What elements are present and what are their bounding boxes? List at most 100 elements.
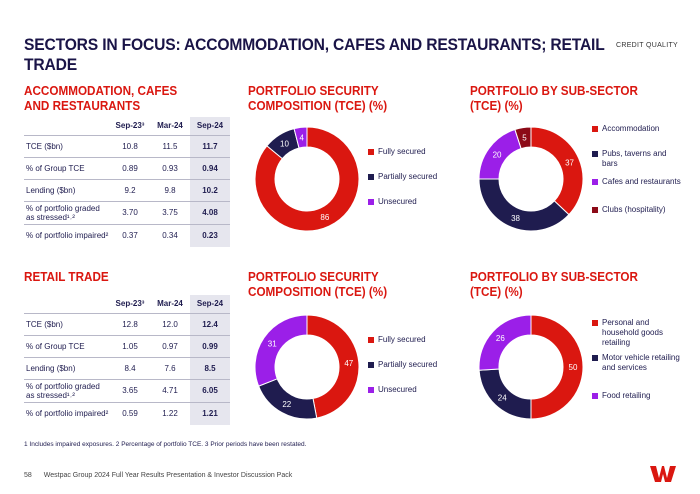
row-label: % of portfolio impaired² bbox=[24, 223, 110, 247]
donut-slice bbox=[478, 314, 532, 371]
footer: 58 Westpac Group 2024 Full Year Results … bbox=[24, 472, 292, 479]
table-cell: 1.22 bbox=[150, 401, 190, 425]
legend-swatch bbox=[368, 149, 374, 155]
table-cell: 9.2 bbox=[110, 178, 150, 201]
row-label: TCE ($bn) bbox=[24, 134, 110, 157]
legend-swatch bbox=[592, 126, 598, 132]
table-row: % of portfolio graded as stressed¹˒² 3.70… bbox=[24, 200, 230, 224]
legend-label: Fully secured bbox=[378, 147, 426, 156]
page-number: 58 bbox=[24, 472, 32, 479]
chart-title: PORTFOLIO BY SUB-SECTOR (TCE) (%) bbox=[470, 269, 638, 299]
donut-slice bbox=[293, 126, 308, 149]
legend-swatch bbox=[368, 337, 374, 343]
legend-label: Fully secured bbox=[378, 335, 426, 344]
table-cell: 6.05 bbox=[190, 378, 230, 402]
slice-label: 5 bbox=[522, 134, 527, 143]
table-cell: 0.34 bbox=[150, 223, 190, 247]
legend-label: Partially secured bbox=[378, 172, 438, 181]
slice-label: 10 bbox=[280, 140, 289, 149]
table-cell: 0.99 bbox=[190, 334, 230, 357]
table-cell: 3.70 bbox=[110, 200, 150, 224]
retail-table: Sep-23³ Mar-24 Sep-24 TCE ($bn) 12.8 12.0 1… bbox=[24, 295, 230, 425]
row-label: % of Group TCE bbox=[24, 156, 110, 179]
donut-slice bbox=[254, 126, 360, 232]
table-row: % of Group TCE 0.89 0.93 0.94 bbox=[24, 156, 230, 179]
legend-label: Food retailing bbox=[602, 391, 651, 400]
table-row: Lending ($bn) 8.4 7.6 8.5 bbox=[24, 356, 230, 379]
legend-swatch bbox=[368, 174, 374, 180]
table-cell: 0.93 bbox=[150, 156, 190, 179]
footnote: 1 Includes impaired exposures. 2 Percent… bbox=[24, 441, 307, 448]
table-row: % of portfolio graded as stressed¹˒² 3.65… bbox=[24, 378, 230, 402]
slice-label: 47 bbox=[344, 359, 353, 368]
table-cell: 0.23 bbox=[190, 223, 230, 247]
table-row: % of Group TCE 1.05 0.97 0.99 bbox=[24, 334, 230, 357]
table-header: Sep-24 bbox=[190, 295, 230, 313]
table-cell: 10.8 bbox=[110, 134, 150, 157]
table-header: Sep-23³ bbox=[115, 299, 145, 309]
table-cell: 4.71 bbox=[150, 378, 190, 402]
table-cell: 0.89 bbox=[110, 156, 150, 179]
table-cell: 0.37 bbox=[110, 223, 150, 247]
table-cell: 10.2 bbox=[190, 178, 230, 201]
slice-label: 37 bbox=[565, 158, 574, 167]
slice-label: 50 bbox=[569, 363, 578, 372]
legend-swatch bbox=[368, 199, 374, 205]
row-label: % of Group TCE bbox=[24, 334, 110, 357]
donut-slice bbox=[306, 314, 360, 419]
table-cell: 8.5 bbox=[190, 356, 230, 379]
table-cell: 3.65 bbox=[110, 378, 150, 402]
donut-slice bbox=[530, 126, 584, 216]
legend-swatch bbox=[368, 387, 374, 393]
legend-label: Accommodation bbox=[602, 124, 660, 133]
sub-sector-donut-retail: 50 24 26 bbox=[478, 314, 584, 420]
row-label: % of portfolio impaired² bbox=[24, 401, 110, 425]
table-cell: 12.8 bbox=[110, 312, 150, 335]
section-badge: CREDIT QUALITY bbox=[616, 42, 679, 49]
legend-swatch bbox=[592, 207, 598, 213]
legend-label: Pubs, taverns and bars bbox=[602, 149, 667, 168]
table-cell: 0.97 bbox=[150, 334, 190, 357]
table-cell: 12.0 bbox=[150, 312, 190, 335]
legend-label: Personal and household goods retailing bbox=[602, 318, 663, 347]
retail-title: RETAIL TRADE bbox=[24, 269, 109, 284]
table-cell: 8.4 bbox=[110, 356, 150, 379]
accommodation-table: Sep-23³ Mar-24 Sep-24 TCE ($bn) 10.8 11.5 1… bbox=[24, 117, 230, 247]
table-cell: 11.5 bbox=[150, 134, 190, 157]
table-header-blank bbox=[24, 117, 110, 135]
table-header: Mar-24 bbox=[157, 299, 183, 309]
legend-label: Motor vehicle retailing and services bbox=[602, 353, 680, 372]
donut-slice bbox=[530, 314, 584, 420]
table-cell: 11.7 bbox=[190, 134, 230, 157]
table-cell: 0.94 bbox=[190, 156, 230, 179]
legend-swatch bbox=[592, 393, 598, 399]
security-composition-donut-accommodation: 86 10 4 bbox=[254, 126, 360, 232]
table-cell: 1.21 bbox=[190, 401, 230, 425]
legend-swatch bbox=[368, 362, 374, 368]
row-label: % of portfolio graded as stressed¹˒² bbox=[24, 378, 110, 402]
row-label: TCE ($bn) bbox=[24, 312, 110, 335]
table-header: Sep-23³ bbox=[115, 121, 145, 131]
table-row: Lending ($bn) 9.2 9.8 10.2 bbox=[24, 178, 230, 201]
accommodation-title: ACCOMMODATION, CAFES AND RESTAURANTS bbox=[24, 83, 178, 113]
table-cell: 3.75 bbox=[150, 200, 190, 224]
row-label: Lending ($bn) bbox=[24, 178, 110, 201]
table-row: % of portfolio impaired² 0.37 0.34 0.23 bbox=[24, 223, 230, 247]
slice-label: 24 bbox=[498, 394, 507, 403]
security-composition-donut-retail: 47 22 31 bbox=[254, 314, 360, 420]
slice-label: 22 bbox=[282, 400, 291, 409]
donut-slice bbox=[514, 126, 532, 150]
legend-label: Unsecured bbox=[378, 197, 417, 206]
page-title: SECTORS IN FOCUS: ACCOMMODATION, CAFES A… bbox=[24, 35, 605, 74]
legend-label: Clubs (hospitality) bbox=[602, 205, 666, 214]
table-cell: 1.05 bbox=[110, 334, 150, 357]
chart-title: PORTFOLIO SECURITY COMPOSITION (TCE) (%) bbox=[248, 269, 388, 299]
slice-label: 86 bbox=[320, 213, 329, 222]
table-cell: 12.4 bbox=[190, 312, 230, 335]
chart-title: PORTFOLIO BY SUB-SECTOR (TCE) (%) bbox=[470, 83, 638, 113]
legend-swatch bbox=[592, 179, 598, 185]
table-header: Sep-24 bbox=[190, 117, 230, 135]
chart-title: PORTFOLIO SECURITY COMPOSITION (TCE) (%) bbox=[248, 83, 388, 113]
table-cell: 7.6 bbox=[150, 356, 190, 379]
slice-label: 20 bbox=[493, 150, 502, 159]
